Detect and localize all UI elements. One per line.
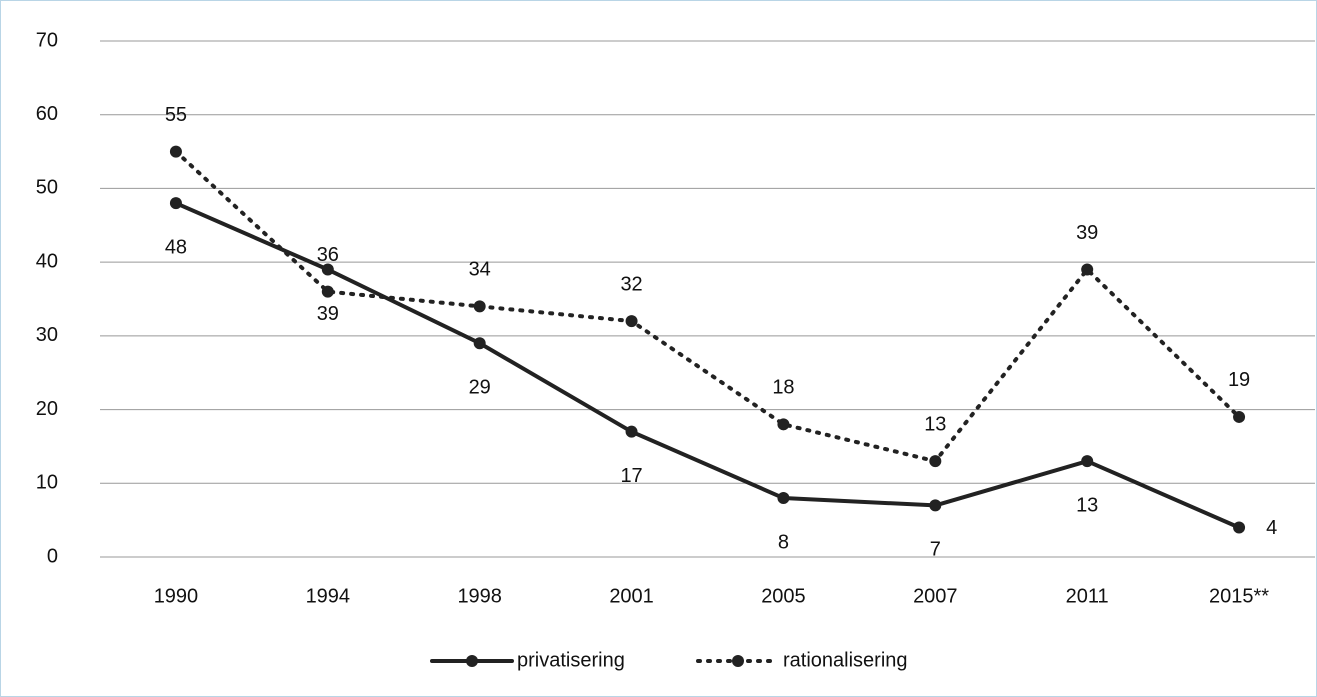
data-point <box>1081 263 1094 276</box>
y-tick-label: 10 <box>36 472 58 494</box>
y-tick-label: 50 <box>36 177 58 199</box>
data-point <box>169 145 182 158</box>
data-label: 39 <box>1076 222 1098 244</box>
data-label: 29 <box>469 377 491 399</box>
data-label: 8 <box>778 531 789 553</box>
data-point <box>321 285 334 298</box>
data-label: 7 <box>930 539 941 561</box>
data-point <box>929 455 942 468</box>
y-tick-label: 60 <box>36 103 58 125</box>
data-point <box>929 499 942 512</box>
data-label: 32 <box>620 273 642 295</box>
x-tick-label: 2005 <box>761 585 806 607</box>
data-label: 13 <box>924 413 946 435</box>
x-tick-label: 2007 <box>913 585 958 607</box>
series-line <box>173 149 1242 464</box>
data-label: 55 <box>165 104 187 126</box>
x-tick-label: 1994 <box>306 585 351 607</box>
legend-label: privatisering <box>517 649 625 671</box>
y-tick-label: 0 <box>47 545 58 567</box>
y-tick-label: 20 <box>36 398 58 420</box>
data-point <box>625 425 638 438</box>
legend-marker <box>466 655 478 667</box>
legend-marker <box>732 655 744 667</box>
x-tick-label: 1990 <box>154 585 199 607</box>
data-label: 19 <box>1228 369 1250 391</box>
data-label: 13 <box>1076 494 1098 516</box>
data-label: 34 <box>469 259 491 281</box>
data-label: 17 <box>620 465 642 487</box>
legend-label: rationalisering <box>783 649 908 671</box>
data-label: 36 <box>317 244 339 266</box>
data-point <box>1233 410 1246 423</box>
data-point <box>473 337 486 350</box>
x-tick-label: 2015** <box>1209 585 1269 607</box>
data-label: 18 <box>772 377 794 399</box>
data-point <box>777 492 790 505</box>
data-point <box>777 418 790 431</box>
series-line <box>173 201 1242 530</box>
y-tick-label: 30 <box>36 324 58 346</box>
x-tick-label: 2011 <box>1066 585 1109 607</box>
data-point <box>1081 455 1094 468</box>
y-tick-label: 40 <box>36 250 58 272</box>
data-label: 39 <box>317 303 339 325</box>
data-point <box>1233 521 1246 534</box>
x-tick-label: 2001 <box>609 585 654 607</box>
data-label: 48 <box>165 236 187 258</box>
data-point <box>625 315 638 328</box>
data-point <box>473 300 486 313</box>
data-label: 4 <box>1266 517 1277 539</box>
x-tick-label: 1998 <box>457 585 502 607</box>
y-tick-label: 70 <box>36 29 58 51</box>
data-point <box>169 197 182 210</box>
data-point <box>321 263 334 276</box>
